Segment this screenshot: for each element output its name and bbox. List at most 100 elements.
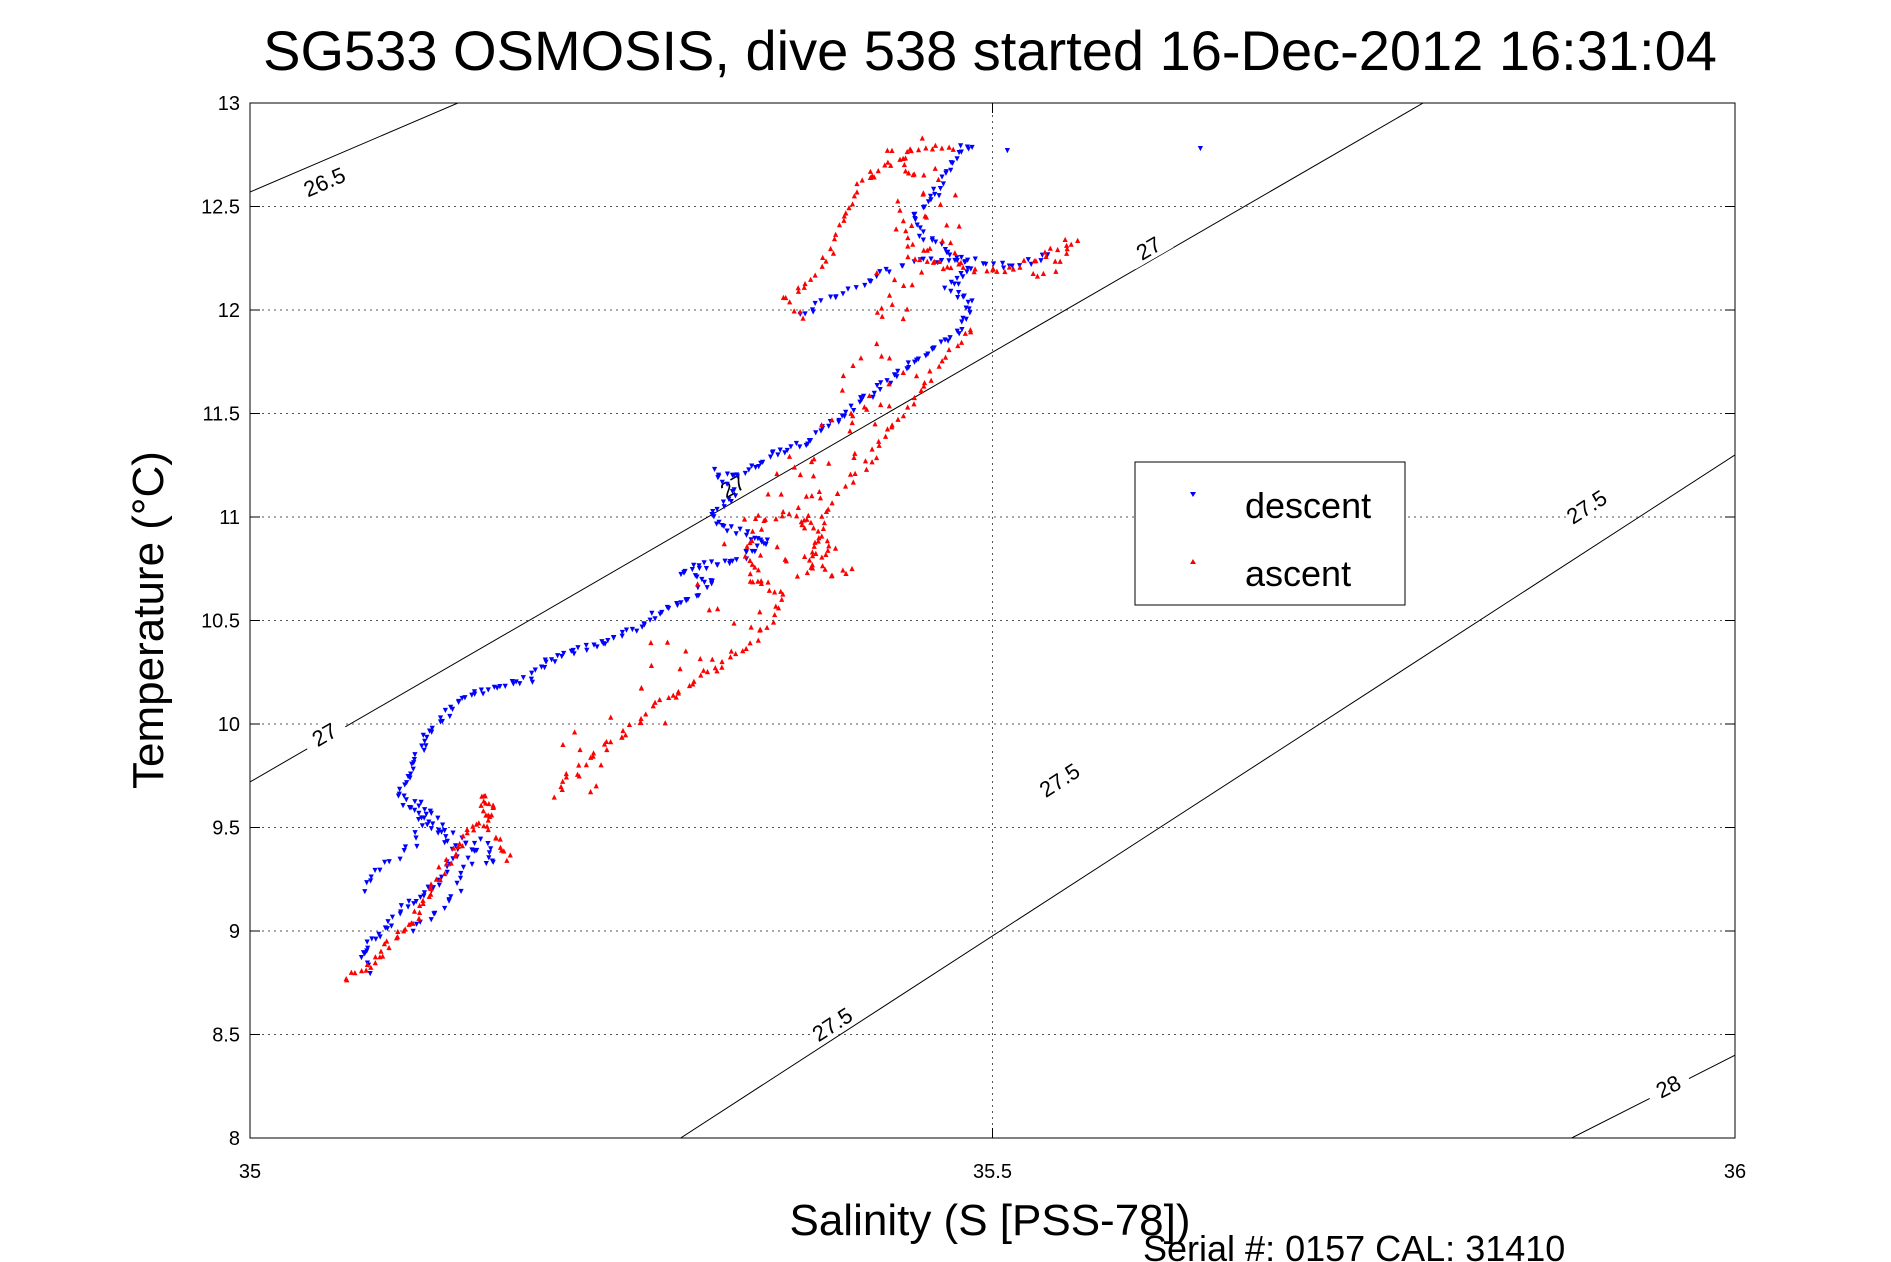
descent-point — [841, 413, 848, 420]
ascent-point — [816, 535, 822, 541]
ascent-point — [901, 282, 907, 288]
descent-point — [486, 850, 492, 856]
ascent-point — [620, 727, 626, 734]
ascent-point — [848, 410, 854, 416]
ascent-point — [648, 662, 655, 668]
ascent-point — [911, 401, 917, 407]
descent-point — [1000, 265, 1007, 271]
ascent-point — [866, 392, 873, 399]
descent-point — [959, 326, 965, 333]
ascent-point — [905, 234, 911, 241]
descent-point — [937, 186, 944, 192]
ascent-point — [946, 144, 952, 150]
ascent-point — [780, 591, 786, 597]
ascent-point — [1062, 236, 1068, 243]
descent-point — [666, 605, 672, 612]
ascent-point — [406, 921, 412, 927]
density-contour-26.5 — [250, 103, 459, 193]
ascent-point — [873, 454, 880, 461]
ascent-point — [786, 511, 792, 517]
ascent-point — [813, 550, 819, 556]
descent-point — [436, 882, 442, 888]
descent-point — [571, 651, 577, 657]
ascent-point — [691, 678, 697, 684]
ascent-point — [882, 433, 889, 439]
descent-point — [955, 281, 962, 287]
descent-point — [848, 403, 854, 409]
descent-point — [619, 633, 625, 639]
descent-point — [401, 793, 407, 799]
ascent-point — [411, 908, 418, 914]
descent-point — [494, 685, 500, 691]
descent-point — [469, 692, 475, 698]
descent-point — [943, 169, 949, 175]
descent-point — [364, 880, 370, 886]
ascent-point — [491, 804, 497, 810]
ascent-point — [840, 372, 846, 379]
ascent-point — [885, 159, 891, 165]
descent-point — [733, 531, 739, 537]
ascent-point — [402, 926, 408, 932]
ascent-point — [863, 466, 870, 472]
descent-point — [955, 294, 961, 301]
ascent-point — [774, 544, 780, 550]
ascent-point — [944, 222, 950, 228]
descent-point — [704, 585, 710, 591]
ascent-point — [417, 902, 423, 909]
ascent-point — [924, 247, 930, 253]
ascent-point — [773, 516, 779, 522]
y-tick-label: 13 — [218, 93, 240, 115]
ascent-point — [436, 864, 442, 870]
ascent-point — [841, 213, 847, 219]
ascent-point — [874, 340, 880, 347]
ascent-point — [358, 968, 365, 974]
descent-point — [528, 676, 534, 682]
ascent-point — [742, 553, 748, 559]
ascent-point — [909, 222, 915, 228]
ascent-point — [816, 488, 822, 495]
descent-point — [1025, 257, 1031, 263]
ascent-point — [851, 454, 857, 461]
descent-point — [408, 771, 414, 777]
descent-point — [412, 807, 418, 813]
ascent-point — [363, 967, 369, 973]
descent-point — [760, 459, 766, 466]
descent-point — [413, 835, 419, 841]
ascent-point — [958, 339, 965, 345]
descent-point — [435, 815, 441, 821]
descent-point — [734, 473, 741, 479]
ascent-point — [590, 750, 597, 756]
descent-point — [719, 479, 725, 485]
ascent-point — [782, 556, 788, 562]
descent-point — [541, 665, 548, 671]
ascent-point — [1053, 268, 1059, 274]
descent-point — [529, 670, 535, 676]
ascent-point — [829, 500, 835, 506]
descent-point — [641, 622, 647, 628]
descent-point — [767, 454, 774, 460]
ascent-point — [604, 746, 610, 753]
descent-point — [931, 186, 937, 193]
ascent-point — [766, 587, 772, 593]
ascent-point — [918, 387, 924, 393]
ascent-point — [1010, 266, 1016, 272]
ascent-point — [464, 826, 470, 833]
descent-point — [874, 273, 880, 280]
descent-point — [963, 305, 969, 311]
descent-point — [696, 565, 702, 572]
descent-point — [623, 627, 630, 633]
ascent-point — [747, 571, 753, 577]
ascent-point — [812, 272, 818, 278]
ascent-point — [811, 456, 817, 462]
contour-label-bg — [807, 1002, 858, 1047]
descent-point — [915, 356, 922, 362]
ascent-point — [806, 557, 813, 563]
ascent-point — [815, 538, 821, 544]
ascent-point — [850, 362, 856, 368]
y-axis-label: Temperature (°C) — [124, 451, 173, 789]
ascent-point — [731, 620, 737, 626]
descent-point — [634, 628, 640, 634]
ascent-point — [743, 645, 749, 652]
ascent-point — [849, 201, 856, 207]
